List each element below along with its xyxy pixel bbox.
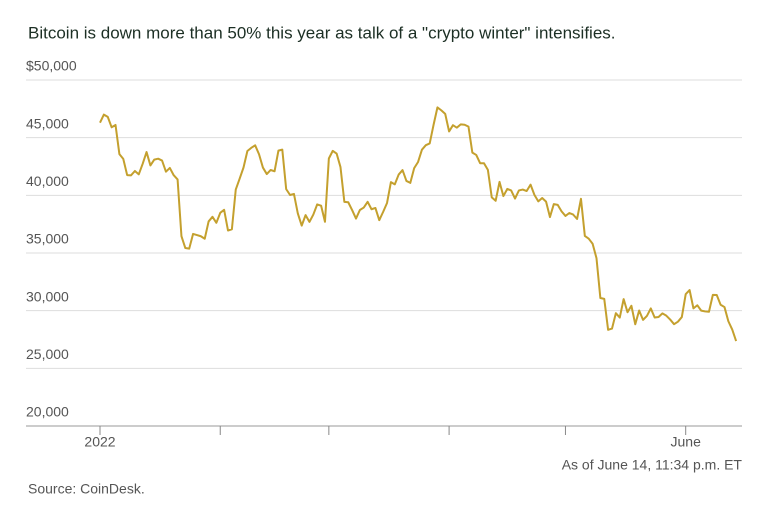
x-tick-label: 2022 [84,434,115,450]
y-tick-label: 20,000 [26,404,69,420]
y-tick-label: 25,000 [26,346,69,362]
price-line [99,106,738,342]
source: Source: CoinDesk. [28,481,145,497]
y-tick-label: 40,000 [26,173,69,189]
y-tick-label: $50,000 [26,58,77,74]
y-tick-label: 30,000 [26,288,69,304]
annotation: As of June 14, 11:34 p.m. ET [562,457,743,473]
x-tick-label: June [671,434,702,450]
y-tick-label: 35,000 [26,231,69,247]
y-tick-label: 45,000 [26,115,69,131]
chart-title: Bitcoin is down more than 50% this year … [28,23,616,42]
